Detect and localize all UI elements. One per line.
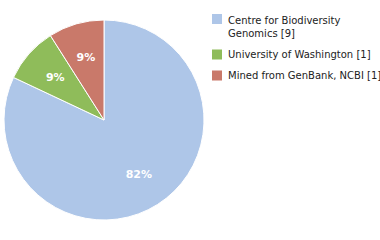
data-label: 9% — [46, 71, 65, 84]
legend: Centre for BiodiversityGenomics [9] Unive… — [212, 14, 380, 81]
slices — [4, 20, 204, 220]
legend-swatch — [212, 50, 222, 60]
data-label: 82% — [126, 168, 152, 181]
legend-label: Centre for BiodiversityGenomics [9] — [228, 15, 341, 39]
background — [0, 0, 380, 240]
legend-label: Mined from GenBank, NCBI [1] — [228, 70, 380, 81]
data-label: 9% — [77, 51, 96, 64]
legend-swatch — [212, 14, 222, 24]
legend-swatch — [212, 71, 222, 81]
pie-slice — [4, 20, 204, 220]
data-labels: 82% 9% 9% — [46, 51, 152, 181]
legend-label: University of Washington [1] — [228, 49, 371, 60]
chart: 82% 9% 9% Centre for BiodiversityGenomics [… — [0, 0, 380, 240]
chart-container: 82% 9% 9% Centre for BiodiversityGenomics [… — [0, 0, 380, 240]
